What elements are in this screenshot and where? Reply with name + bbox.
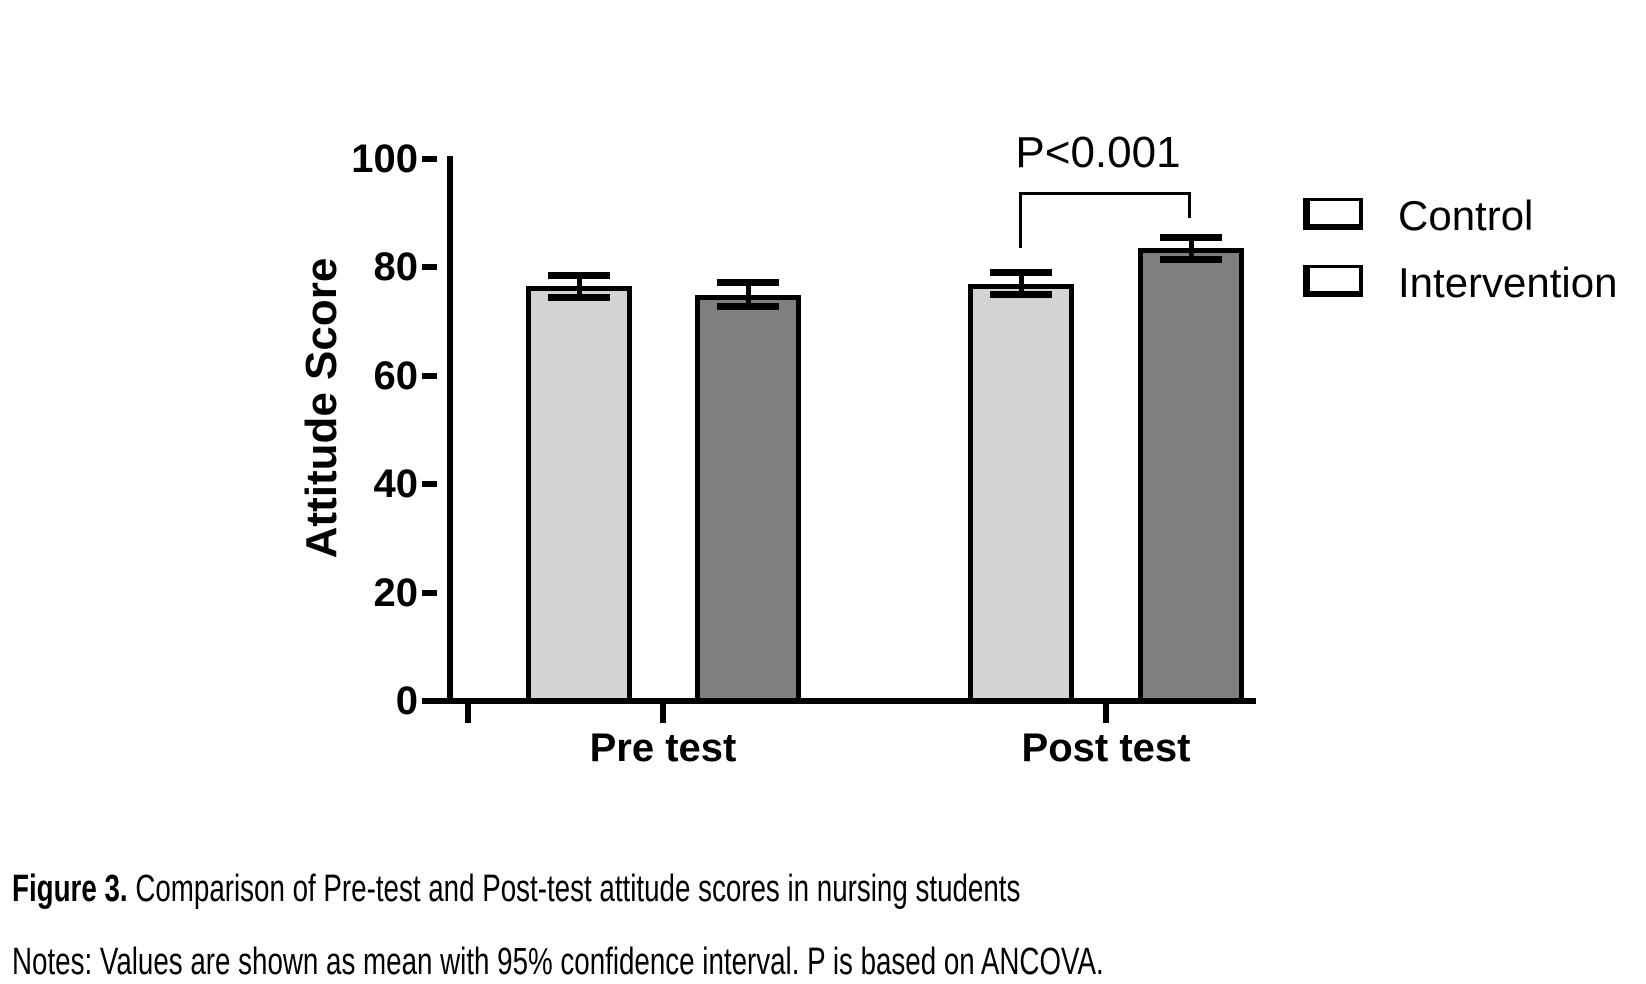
y-axis-tick-label-0: 0 [395, 679, 418, 723]
significance-bracket-left-arm [1019, 192, 1022, 248]
error-bar-cap-upper [1160, 234, 1222, 242]
bar-pre-test-intervention [695, 294, 801, 704]
error-bar-cap-lower [717, 302, 779, 310]
y-axis-tick-label-60: 60 [373, 353, 419, 398]
bar-post-test-control [968, 283, 1074, 704]
y-axis-tick-60 [422, 372, 437, 379]
y-axis-tick-label-80: 80 [373, 245, 419, 290]
error-bar-line [1018, 272, 1024, 295]
bar-pre-test-control [526, 286, 632, 704]
error-bar-cap-upper [717, 279, 779, 287]
legend-swatch-intervention [1303, 265, 1363, 297]
p-value-label: P<0.001 [1015, 128, 1181, 177]
legend-label-intervention: Intervention [1398, 259, 1618, 306]
x-axis-tick-post-test [1103, 704, 1109, 723]
y-axis-tick-20 [422, 589, 437, 596]
y-axis-title: Attitude Score [297, 257, 346, 559]
x-axis-origin-tick [465, 704, 471, 723]
figure-notes: Notes: Values are shown as mean with 95%… [12, 941, 1104, 983]
x-axis-tick-pre-test [660, 704, 666, 723]
bar-post-test-intervention [1138, 248, 1244, 704]
y-axis-line [447, 156, 453, 704]
figure-caption-text: Comparison of Pre-test and Post-test att… [127, 868, 1021, 910]
error-bar-line [1188, 237, 1194, 260]
legend-label-control: Control [1398, 192, 1534, 239]
y-axis-tick-40 [422, 481, 437, 488]
error-bar-line [576, 275, 582, 298]
figure-caption-prefix: Figure 3. [12, 868, 128, 910]
y-axis-tick-0 [422, 698, 437, 704]
error-bar-cap-upper [990, 269, 1052, 277]
error-bar-line [745, 282, 751, 307]
x-category-label-post-test: Post test [1021, 726, 1191, 770]
bar-chart-plot: Attitude Score Pre test Post test P<0.00… [297, 128, 1618, 770]
significance-bracket-right-arm [1188, 192, 1191, 218]
error-bar-cap-upper [548, 272, 610, 280]
error-bar-cap-lower [1160, 255, 1222, 263]
x-category-label-pre-test: Pre test [589, 726, 737, 770]
y-axis-tick-100 [422, 156, 437, 162]
figure-caption: Figure 3. Comparison of Pre-test and Pos… [12, 868, 1020, 911]
y-axis-tick-label-100: 100 [351, 137, 418, 181]
error-bar-cap-lower [548, 293, 610, 301]
y-axis-tick-80 [422, 264, 437, 271]
x-axis-line [437, 698, 1256, 704]
legend-swatch-control [1303, 198, 1363, 230]
error-bar-cap-lower [990, 291, 1052, 298]
y-axis-tick-label-40: 40 [373, 462, 419, 507]
y-axis-tick-label-20: 20 [373, 570, 419, 615]
significance-bracket-horizontal [1019, 192, 1191, 195]
